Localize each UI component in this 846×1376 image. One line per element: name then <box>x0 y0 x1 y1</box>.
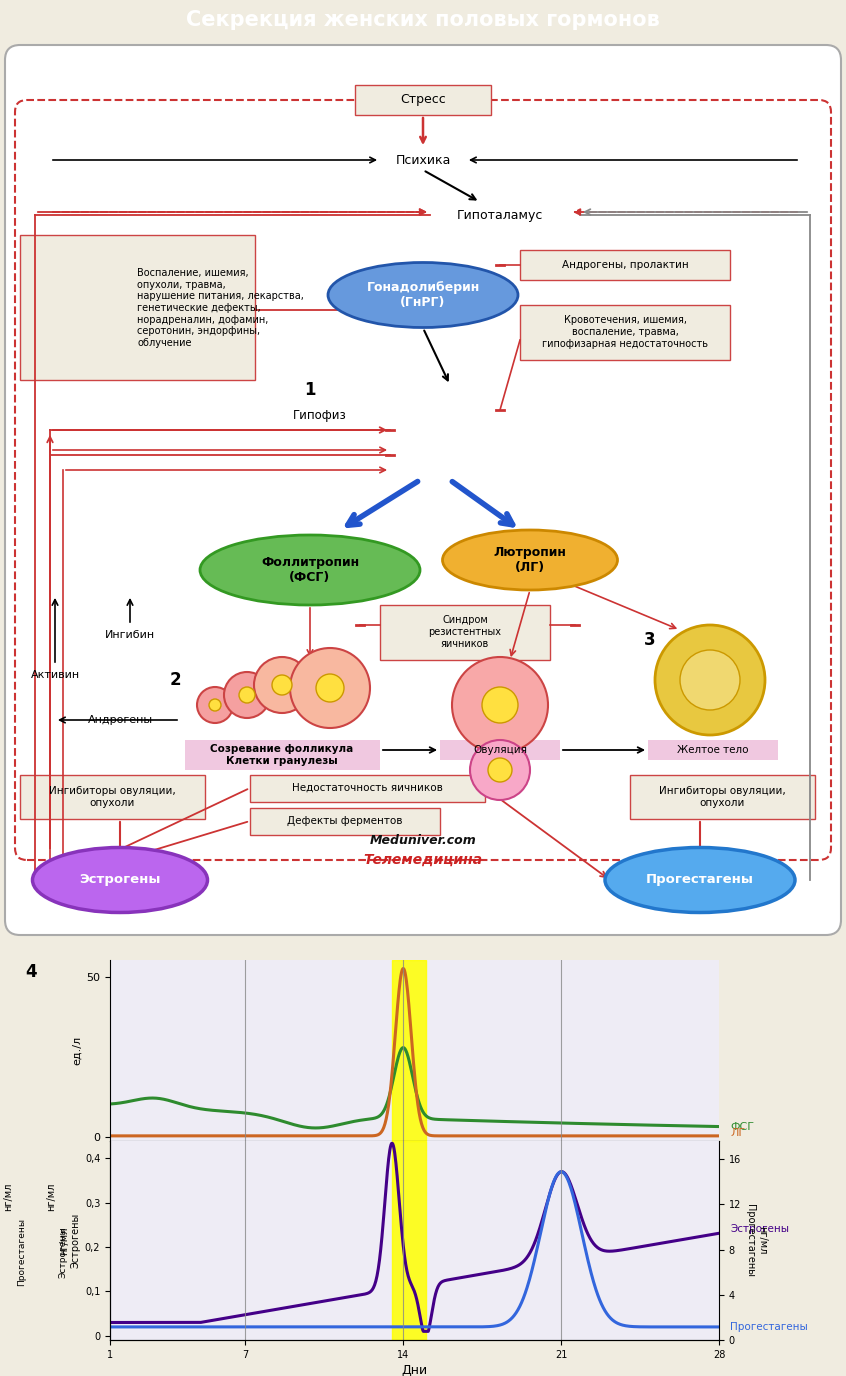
FancyBboxPatch shape <box>250 808 440 835</box>
Circle shape <box>488 758 512 782</box>
Text: Желтое тело: Желтое тело <box>678 744 749 755</box>
FancyBboxPatch shape <box>440 740 560 760</box>
FancyBboxPatch shape <box>20 235 255 380</box>
Ellipse shape <box>442 530 618 590</box>
Text: Фоллитропин
(ФСГ): Фоллитропин (ФСГ) <box>261 556 359 583</box>
Text: Кровотечения, ишемия,
воспаление, травма,
гипофизарная недостаточность: Кровотечения, ишемия, воспаление, травма… <box>542 315 708 348</box>
Text: ЛГ: ЛГ <box>730 1128 745 1138</box>
FancyBboxPatch shape <box>20 775 205 819</box>
Y-axis label: нг/мл
Прогестагены: нг/мл Прогестагены <box>745 1204 767 1277</box>
Text: Андрогены, пролактин: Андрогены, пролактин <box>562 260 689 270</box>
Y-axis label: нг/мл
Эстрогены: нг/мл Эстрогены <box>59 1212 80 1269</box>
FancyBboxPatch shape <box>520 250 730 279</box>
FancyBboxPatch shape <box>630 775 815 819</box>
FancyBboxPatch shape <box>185 740 380 771</box>
Text: 2: 2 <box>169 671 181 689</box>
Text: Прогестагены: Прогестагены <box>646 874 754 886</box>
Text: 4: 4 <box>25 963 37 981</box>
Text: Прогестагены: Прогестагены <box>17 1218 25 1287</box>
Text: Эстрогены: Эстрогены <box>730 1223 789 1234</box>
Ellipse shape <box>605 848 795 912</box>
Circle shape <box>482 687 518 722</box>
Ellipse shape <box>328 263 518 327</box>
Circle shape <box>452 656 548 753</box>
Text: Эстрогены: Эстрогены <box>80 874 161 886</box>
Text: Стресс: Стресс <box>400 94 446 106</box>
Text: 3: 3 <box>644 632 656 649</box>
Text: Психика: Психика <box>395 154 451 166</box>
Text: Телемедицина: Телемедицина <box>364 853 482 867</box>
Text: Воспаление, ишемия,
опухоли, травма,
нарушение питания, лекарства,
генетические : Воспаление, ишемия, опухоли, травма, нар… <box>137 268 304 348</box>
Text: Недостаточность яичников: Недостаточность яичников <box>292 783 442 793</box>
Text: Гонадолиберин
(ГнРГ): Гонадолиберин (ГнРГ) <box>366 281 480 310</box>
X-axis label: Дни: Дни <box>402 1364 427 1376</box>
FancyBboxPatch shape <box>355 85 491 116</box>
FancyBboxPatch shape <box>520 305 730 361</box>
Text: Созревание фолликула
Клетки гранулезы: Созревание фолликула Клетки гранулезы <box>211 744 354 766</box>
Text: нг/мл: нг/мл <box>46 1183 56 1211</box>
Circle shape <box>197 687 233 722</box>
Text: Активин: Активин <box>30 670 80 680</box>
Circle shape <box>272 676 292 695</box>
Text: Лютропин
(ЛГ): Лютропин (ЛГ) <box>493 546 567 574</box>
Circle shape <box>209 699 221 711</box>
Text: Гипофиз: Гипофиз <box>293 409 347 421</box>
Text: 1: 1 <box>305 381 316 399</box>
Text: Секрекция женских половых гормонов: Секрекция женских половых гормонов <box>186 10 660 30</box>
Text: Прогестагены: Прогестагены <box>730 1322 808 1332</box>
Text: ФСГ: ФСГ <box>730 1121 755 1131</box>
Circle shape <box>680 649 740 710</box>
Circle shape <box>470 740 530 799</box>
FancyBboxPatch shape <box>5 45 841 936</box>
Text: Синдром
резистентных
яичников: Синдром резистентных яичников <box>429 615 502 648</box>
FancyBboxPatch shape <box>380 605 550 660</box>
Ellipse shape <box>200 535 420 605</box>
Text: нг/мл: нг/мл <box>3 1183 14 1211</box>
Text: Дефекты ферментов: Дефекты ферментов <box>288 816 403 826</box>
Circle shape <box>655 625 765 735</box>
Circle shape <box>239 687 255 703</box>
FancyBboxPatch shape <box>648 740 778 760</box>
Y-axis label: ед./л: ед./л <box>72 1036 82 1065</box>
Circle shape <box>316 674 344 702</box>
Bar <box>392 1141 426 1340</box>
Text: Эстрогены: Эстрогены <box>59 1226 68 1278</box>
Circle shape <box>254 656 310 713</box>
Text: Meduniver.com: Meduniver.com <box>370 834 476 846</box>
Circle shape <box>290 648 370 728</box>
Ellipse shape <box>32 848 207 912</box>
Bar <box>392 960 426 1141</box>
Text: Ингибиторы овуляции,
опухоли: Ингибиторы овуляции, опухоли <box>659 786 785 808</box>
FancyBboxPatch shape <box>250 775 485 802</box>
Text: Ингибин: Ингибин <box>105 630 155 640</box>
Text: Андрогены: Андрогены <box>87 716 152 725</box>
Circle shape <box>224 671 270 718</box>
Text: Ингибиторы овуляции,
опухоли: Ингибиторы овуляции, опухоли <box>48 786 175 808</box>
Text: Овуляция: Овуляция <box>473 744 527 755</box>
Text: Гипоталамус: Гипоталамус <box>457 209 543 222</box>
